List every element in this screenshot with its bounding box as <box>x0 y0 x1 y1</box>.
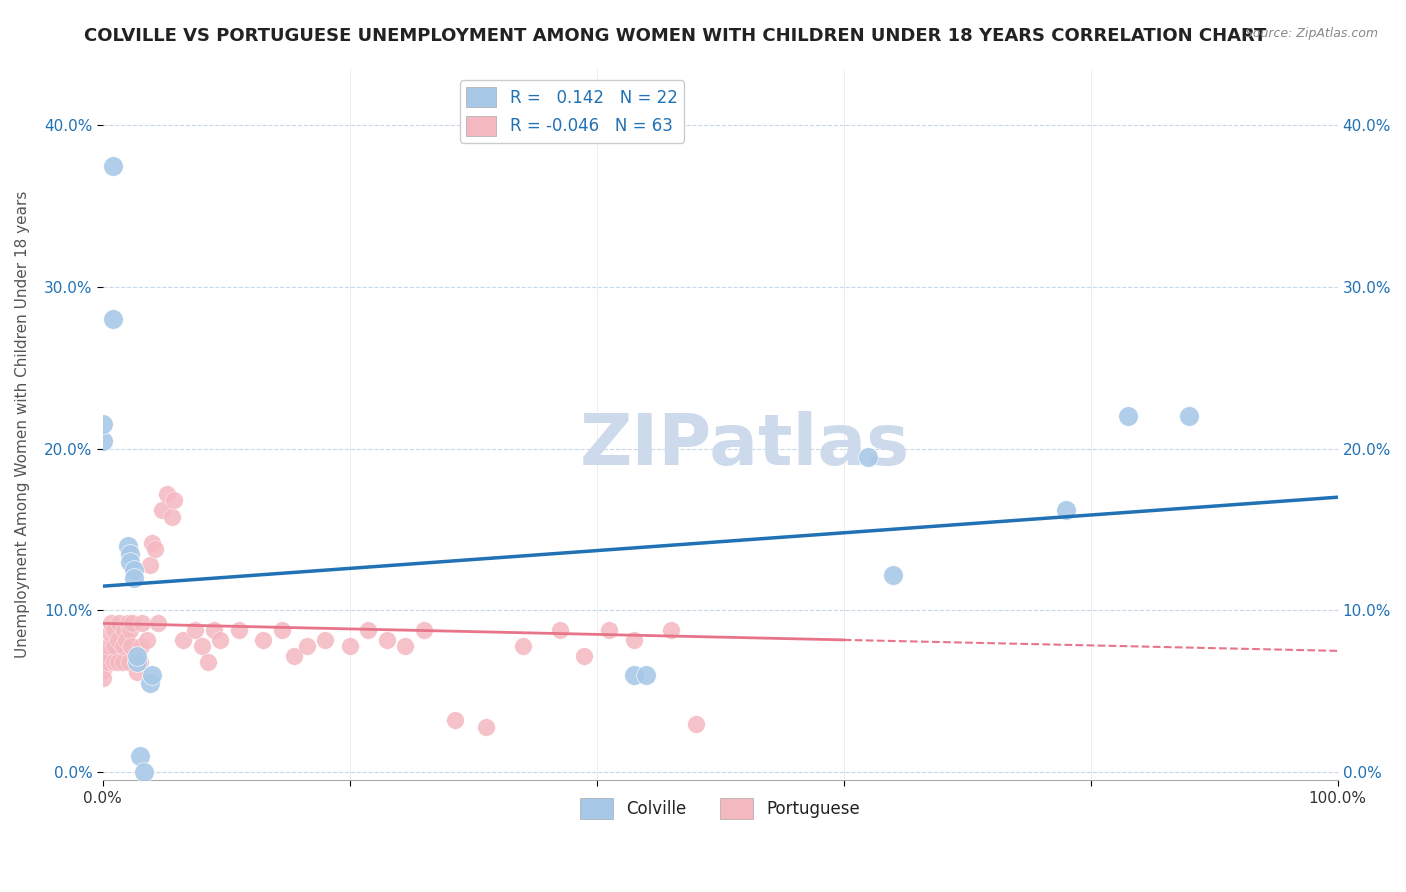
Point <box>574 648 596 663</box>
Point <box>97 655 120 669</box>
Point <box>97 647 120 661</box>
Point <box>118 655 141 669</box>
Point <box>121 616 143 631</box>
Point <box>659 623 682 637</box>
Point <box>122 563 145 577</box>
Point <box>103 623 125 637</box>
Point <box>107 655 129 669</box>
Point <box>270 623 292 637</box>
Point <box>636 668 658 682</box>
Point <box>339 639 361 653</box>
Point <box>143 541 166 556</box>
Text: Source: ZipAtlas.com: Source: ZipAtlas.com <box>1244 27 1378 40</box>
Point <box>117 539 139 553</box>
Point <box>115 632 138 647</box>
Point <box>209 632 232 647</box>
Point <box>412 623 434 637</box>
Point <box>128 655 150 669</box>
Point <box>141 668 163 682</box>
Point <box>394 639 416 653</box>
Point <box>548 623 571 637</box>
Point <box>150 503 173 517</box>
Point <box>197 655 219 669</box>
Point <box>474 720 496 734</box>
Point <box>101 159 124 173</box>
Point <box>91 655 114 669</box>
Point <box>172 632 194 647</box>
Point <box>91 648 114 663</box>
Point <box>141 535 163 549</box>
Point <box>138 676 160 690</box>
Point <box>127 648 149 663</box>
Point <box>101 312 124 326</box>
Point <box>184 623 207 637</box>
Point <box>117 616 139 631</box>
Point <box>1178 409 1201 424</box>
Point <box>1054 503 1077 517</box>
Point <box>111 655 134 669</box>
Point <box>882 567 904 582</box>
Point <box>190 639 212 653</box>
Legend: Colville, Portuguese: Colville, Portuguese <box>574 792 868 825</box>
Point <box>375 632 398 647</box>
Point <box>107 632 129 647</box>
Point <box>314 632 336 647</box>
Point <box>598 623 620 637</box>
Point <box>623 632 645 647</box>
Point <box>129 639 152 653</box>
Point <box>122 571 145 585</box>
Point <box>148 616 170 631</box>
Point <box>127 665 149 679</box>
Text: ZIPatlas: ZIPatlas <box>579 411 910 480</box>
Point <box>512 639 534 653</box>
Point <box>98 639 121 653</box>
Y-axis label: Unemployment Among Women with Children Under 18 years: Unemployment Among Women with Children U… <box>15 191 30 658</box>
Point <box>443 714 465 728</box>
Point <box>127 655 149 669</box>
Point <box>1116 409 1139 424</box>
Point <box>128 749 150 764</box>
Point <box>111 639 134 653</box>
Point <box>103 655 125 669</box>
Point <box>118 547 141 561</box>
Point <box>103 639 125 653</box>
Point <box>118 555 141 569</box>
Point <box>252 632 274 647</box>
Point <box>858 450 880 464</box>
Text: COLVILLE VS PORTUGUESE UNEMPLOYMENT AMONG WOMEN WITH CHILDREN UNDER 18 YEARS COR: COLVILLE VS PORTUGUESE UNEMPLOYMENT AMON… <box>84 27 1267 45</box>
Point <box>685 716 707 731</box>
Point <box>98 626 121 640</box>
Point <box>283 648 305 663</box>
Point <box>132 765 155 780</box>
Point <box>108 616 131 631</box>
Point <box>118 623 141 637</box>
Point <box>228 623 250 637</box>
Point <box>138 558 160 573</box>
Point <box>91 663 114 677</box>
Point <box>136 632 159 647</box>
Point <box>112 623 135 637</box>
Point <box>156 487 179 501</box>
Point <box>160 509 183 524</box>
Point <box>100 616 122 631</box>
Point <box>357 623 380 637</box>
Point <box>91 434 114 448</box>
Point <box>131 616 153 631</box>
Point <box>91 672 114 686</box>
Point <box>91 417 114 432</box>
Point <box>163 493 186 508</box>
Point <box>120 639 142 653</box>
Point <box>623 668 645 682</box>
Point <box>295 639 318 653</box>
Point <box>202 623 225 637</box>
